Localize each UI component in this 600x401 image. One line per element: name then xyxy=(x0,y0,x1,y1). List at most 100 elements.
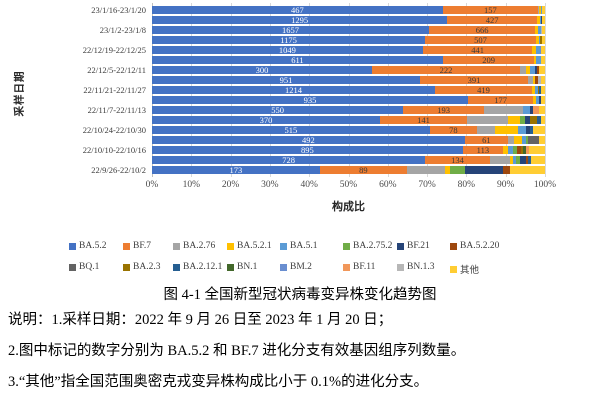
bar-segment-BA.5.2.20 xyxy=(537,66,540,75)
bar-segment-BA.5.2.1 xyxy=(513,136,522,145)
bar-row: 1049 441 xyxy=(152,46,545,54)
bar-segment-BA.5.2.20 xyxy=(503,166,511,175)
y-tick-label: 22/9/26-22/10/2 xyxy=(91,165,146,175)
bar-segment-BA.5.2.1 xyxy=(502,146,509,155)
x-axis-title: 构成比 xyxy=(332,201,365,213)
bar-segment-其他 xyxy=(541,96,545,105)
y-tick-label: 23/1/16-23/1/20 xyxy=(91,5,146,15)
x-tick-label: 70% xyxy=(418,180,436,190)
legend-item-BA.2.12.1: BA.2.12.1 xyxy=(173,262,222,272)
legend-swatch xyxy=(280,263,287,271)
bar-segment-BF.7: 177 xyxy=(467,96,534,104)
ba52-count-label: 467 xyxy=(291,5,304,15)
x-tick-label: 20% xyxy=(221,180,240,190)
bar-segment-BF.7: 193 xyxy=(403,106,485,114)
bar-segment-BN.1.3 xyxy=(538,76,542,85)
bar-segment-其他 xyxy=(541,86,545,95)
bar-segment-BA.5.2.1 xyxy=(510,156,514,165)
bar-segment-BA.5.2: 1049 xyxy=(152,46,423,54)
legend-label: BA.5.2 xyxy=(79,241,107,251)
bar-segment-BF.21 xyxy=(540,16,542,25)
bar-segment-BF.7: 222 xyxy=(372,66,520,74)
bar-segment-BA.5.2: 611 xyxy=(152,56,443,64)
gridline xyxy=(545,3,546,177)
bar-row: 1295 427 xyxy=(152,16,545,24)
bar-segment-BA.5.1 xyxy=(535,46,540,55)
note-line-3: 3.“其他”指全国范围奥密克戎变异株构成比小于 0.1%的进化分支。 xyxy=(8,374,429,390)
bar-segment-其他 xyxy=(541,116,545,125)
bar-segment-BF.7: 134 xyxy=(425,156,490,164)
bar-segment-BA.2.12.1 xyxy=(536,116,541,125)
legend-label: BA.2.12.1 xyxy=(183,262,223,272)
bar-segment-BA.5.2.20 xyxy=(517,146,521,155)
bar-segment-BA.5.2: 895 xyxy=(152,146,463,154)
bar-row: 1657 666 xyxy=(152,26,545,34)
bar-segment-BA.5.2: 173 xyxy=(152,166,320,174)
x-tick-label: 60% xyxy=(379,180,397,190)
bar-segment-BA.5.1 xyxy=(539,36,541,45)
bar-segment-BA.2.12.1 xyxy=(539,86,542,95)
bar-segment-BA.2.75.2 xyxy=(450,166,466,175)
ba52-count-label: 1657 xyxy=(282,25,300,35)
bar-segment-BA.5.2.1 xyxy=(537,16,540,25)
bf7-count-label: 141 xyxy=(417,115,430,125)
legend-item-BA.5.2.1: BA.5.2.1 xyxy=(227,241,272,251)
note-line-1: 说明：1.采样日期：2022 年 9 月 26 日至 2023 年 1 月 20… xyxy=(8,312,393,328)
bf7-count-label: 427 xyxy=(485,15,499,25)
x-tick-label: 100% xyxy=(533,180,557,190)
bar-segment-BA.5.1 xyxy=(513,156,517,165)
bf7-count-label: 113 xyxy=(476,145,490,155)
ba52-count-label: 935 xyxy=(303,95,317,105)
bar-segment-其他 xyxy=(541,16,545,25)
ba52-count-label: 1214 xyxy=(284,85,302,95)
bar-segment-BA.5.1 xyxy=(522,106,530,115)
ba52-count-label: 515 xyxy=(284,125,298,135)
ba52-count-label: 895 xyxy=(301,145,314,155)
bar-segment-BF.21 xyxy=(524,116,531,125)
legend-item-BF.7: BF.7 xyxy=(123,241,151,251)
legend-item-其他: 其他 xyxy=(450,262,479,276)
legend-item-BF.21: BF.21 xyxy=(397,241,430,251)
legend-swatch xyxy=(343,263,350,271)
ba52-count-label: 611 xyxy=(291,55,304,65)
bar-segment-BF.7: 391 xyxy=(420,76,529,84)
legend-item-BF.11: BF.11 xyxy=(343,262,375,272)
note-line-2: 2.图中标记的数字分别为 BA.5.2 和 BF.7 进化分支有效基因组序列数量… xyxy=(8,343,466,359)
legend-item-BA.2.76: BA.2.76 xyxy=(173,241,215,251)
y-tick-label: 22/10/24-22/10/30 xyxy=(82,125,146,135)
y-tick-label: 22/10/10-22/10/16 xyxy=(82,145,146,155)
bar-segment-其他 xyxy=(541,6,545,15)
bar-segment-BA.2.75.2 xyxy=(525,136,529,145)
bar-segment-BA.5.1 xyxy=(541,6,542,15)
bar-segment-BA.5.1 xyxy=(535,86,538,95)
bar-segment-其他 xyxy=(541,56,545,65)
bar-segment-BA.5.2.1 xyxy=(533,96,536,105)
x-tick-label: 90% xyxy=(496,180,515,190)
bar-segment-BF.21 xyxy=(529,106,533,115)
legend-swatch xyxy=(227,242,234,250)
bar-segment-其他 xyxy=(539,106,545,115)
bar-segment-BA.2.76 xyxy=(519,66,527,75)
legend-swatch xyxy=(450,242,457,250)
bar-segment-BF.7: 61 xyxy=(464,136,509,144)
bar-segment-BA.5.2.1 xyxy=(535,36,540,45)
bar-segment-BA.5.2: 1175 xyxy=(152,35,426,45)
ba52-count-label: 1049 xyxy=(278,45,296,55)
bar-segment-BF.21 xyxy=(539,96,542,105)
bar-segment-其他 xyxy=(539,66,545,75)
ba52-count-label: 1175 xyxy=(280,35,297,45)
y-tick-label: 22/11/21-22/11/27 xyxy=(83,85,146,95)
ba52-count-label: 550 xyxy=(271,105,284,115)
bar-segment-BQ.1 xyxy=(528,136,540,145)
bar-segment-BA.5.1 xyxy=(517,126,526,135)
legend-item-BN.1.3: BN.1.3 xyxy=(397,262,434,272)
bar-segment-BA.5.2: 728 xyxy=(152,156,426,164)
legend-label: BF.11 xyxy=(353,262,376,272)
bar-segment-BA.5.2.1 xyxy=(535,26,538,35)
bar-segment-BA.2.12.1 xyxy=(529,126,533,135)
bar-segment-BF.7: 427 xyxy=(447,15,538,25)
bar-segment-BA.5.1 xyxy=(508,146,514,155)
legend-swatch xyxy=(397,263,404,271)
bf7-count-label: 89 xyxy=(359,165,368,175)
bar-segment-BA.5.1 xyxy=(536,56,542,65)
